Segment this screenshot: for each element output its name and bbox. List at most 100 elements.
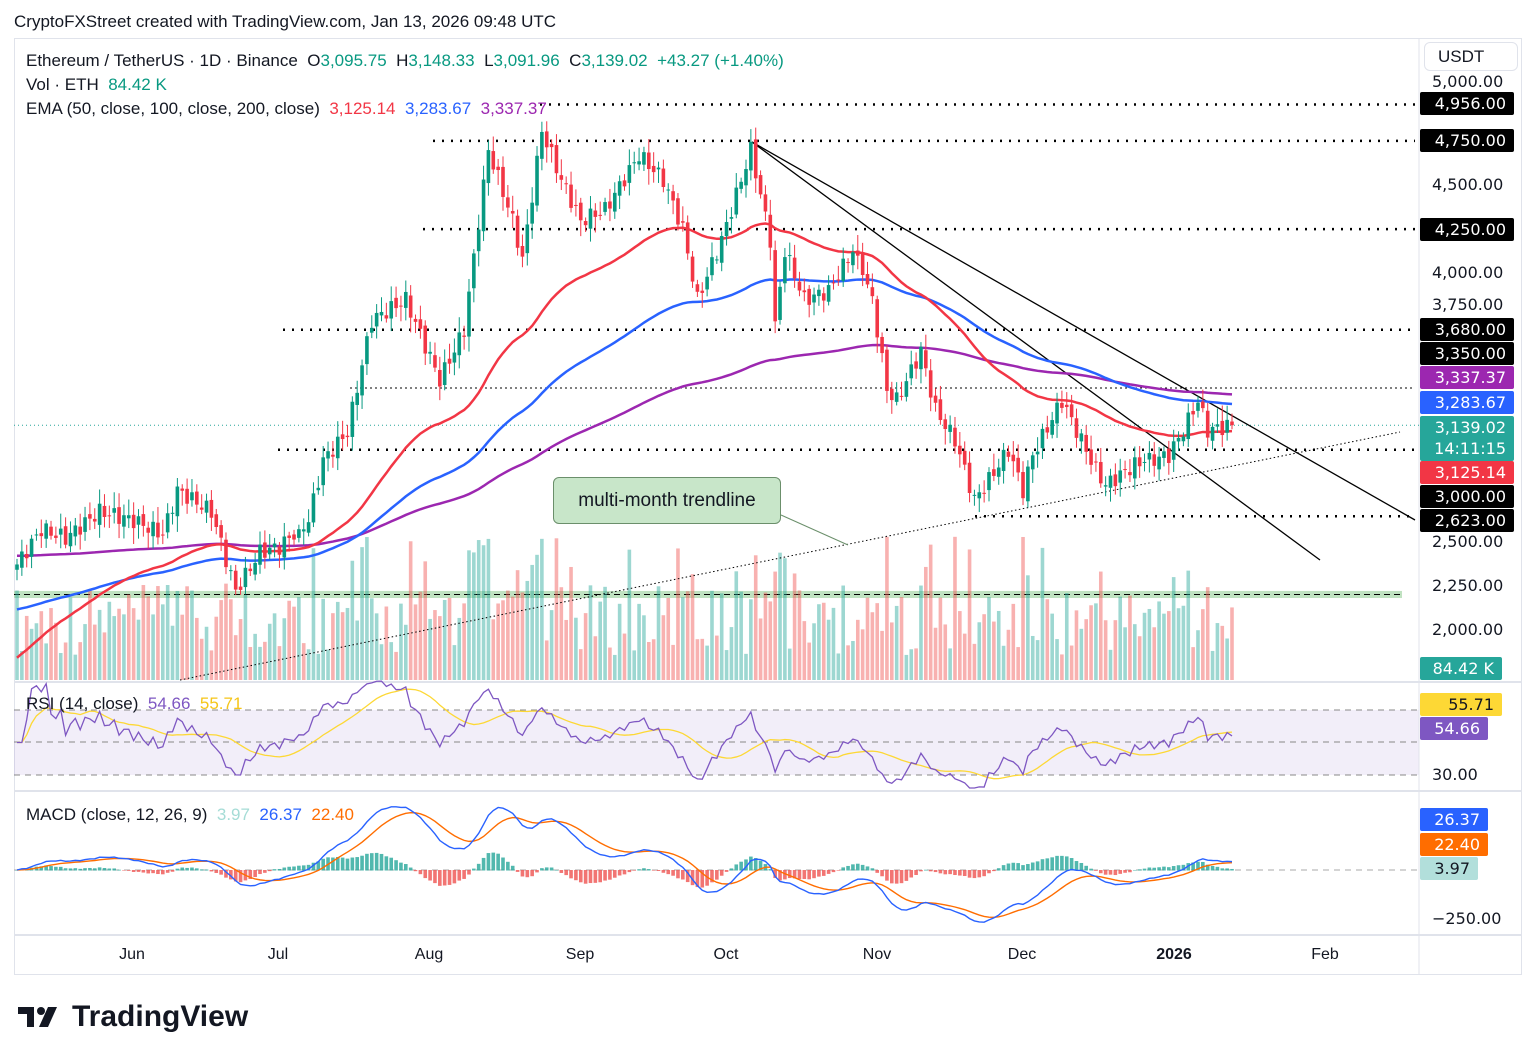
candle-body (1026, 466, 1030, 502)
volume-bar (676, 548, 680, 680)
currency-selector[interactable]: USDT (1424, 42, 1518, 71)
macd-histogram-bar (520, 870, 525, 877)
macd-histogram-bar (78, 868, 82, 871)
volume-bar (642, 615, 646, 680)
macd-histogram-bar (355, 857, 359, 871)
macd-histogram-bar (1098, 870, 1103, 874)
volume-bar (374, 613, 379, 680)
candle-body (219, 525, 223, 538)
volume-bar (15, 590, 19, 680)
volume-bar (860, 629, 865, 680)
candle-body (1103, 485, 1108, 487)
candle-body (1074, 418, 1079, 438)
macd-histogram-bar (258, 870, 262, 875)
volume-bar (39, 611, 44, 680)
macd-histogram-bar (457, 870, 462, 881)
macd-histogram-bar (161, 870, 165, 875)
volume-bar (1006, 629, 1011, 680)
macd-histogram-bar (787, 870, 792, 879)
candle-body (1162, 451, 1166, 458)
signal-badge: 22.40 (1420, 833, 1488, 856)
candle-body (608, 201, 612, 209)
macd-histogram-bar (170, 870, 175, 872)
macd-label[interactable]: MACD (close, 12, 26, 9) (26, 805, 208, 824)
rsi-legend: RSI (14, close) 54.66 55.71 (26, 694, 242, 714)
candle-body (253, 562, 257, 575)
candle-body (146, 527, 151, 533)
macd-histogram-bar (962, 870, 967, 877)
macd-histogram-bar (598, 870, 602, 883)
macd-histogram-bar (1181, 864, 1186, 871)
volume-bar (258, 646, 262, 680)
candle-body (719, 235, 724, 263)
rsi-label[interactable]: RSI (14, close) (26, 694, 139, 713)
volume-bar (369, 598, 374, 680)
candle-body (141, 514, 146, 526)
candle-body (1152, 454, 1157, 466)
candle-body (904, 381, 909, 397)
candle-body (190, 492, 194, 501)
candle-body (185, 488, 189, 504)
macd-histogram-bar (1016, 863, 1020, 871)
macd-histogram-bar (865, 866, 870, 871)
volume-bar (447, 597, 452, 680)
macd-histogram-bar (739, 861, 743, 871)
volume-bar (661, 615, 666, 680)
volume-bar (404, 624, 408, 680)
macd-histogram-bar (1176, 865, 1181, 871)
macd-histogram-bar (1230, 868, 1234, 871)
volume-bar (773, 571, 777, 680)
macd-histogram-bar (180, 867, 185, 871)
candle-body (972, 494, 977, 496)
macd-histogram-bar (190, 867, 194, 871)
macd-histogram-bar (68, 868, 73, 871)
candle-body (83, 517, 87, 532)
volume-bar (865, 597, 870, 680)
macd-histogram-bar (73, 868, 78, 871)
macd-histogram-bar (890, 870, 894, 884)
macd-histogram-bar (1060, 855, 1064, 871)
candle-body (243, 567, 248, 588)
volume-bar (457, 617, 462, 680)
volume-bar (885, 536, 889, 680)
ema-label[interactable]: EMA (50, close, 100, close, 200, close) (26, 99, 320, 118)
candle-body (233, 570, 238, 590)
volume-bar (408, 541, 413, 680)
candle-body (992, 469, 996, 476)
candle-body (685, 222, 690, 254)
candle-body (112, 508, 116, 513)
macd-histogram-bar (647, 869, 651, 871)
candle-body (574, 204, 578, 206)
volume-bar (958, 611, 962, 680)
macd-histogram-bar (836, 870, 841, 871)
tradingview-logo[interactable]: TradingView (18, 1000, 248, 1034)
candle-body (642, 152, 646, 165)
trendline-annotation[interactable]: multi-month trendline (553, 477, 781, 524)
ema100-line (16, 278, 1233, 611)
macd-histogram-bar (107, 868, 112, 871)
volume-bar (428, 618, 432, 680)
macd-histogram-bar (875, 870, 880, 873)
volume-bar (214, 616, 219, 680)
candle-body (321, 457, 325, 486)
price-tick: 2,500.00 (1432, 532, 1504, 551)
macd-histogram-bar (83, 868, 87, 871)
chart-frame (14, 38, 1522, 975)
macd-histogram-bar (433, 870, 437, 884)
volume-bar (170, 625, 175, 680)
candle-body (715, 259, 719, 261)
candle-body (744, 169, 748, 186)
volume-bar (1162, 613, 1166, 680)
macd-histogram-bar (1133, 869, 1137, 871)
candle-body (797, 281, 802, 291)
volume-bar (233, 635, 238, 680)
ema100-value: 3,283.67 (404, 99, 472, 118)
macd-histogram-bar (131, 870, 136, 872)
symbol-label[interactable]: Ethereum / TetherUS · 1D · Binance (26, 51, 298, 70)
volume-bar (904, 654, 909, 680)
volume-label[interactable]: Vol · ETH (26, 75, 99, 94)
macd-histogram-bar (919, 870, 923, 872)
macd-histogram-bar (510, 865, 515, 871)
volume-bar (267, 623, 272, 680)
